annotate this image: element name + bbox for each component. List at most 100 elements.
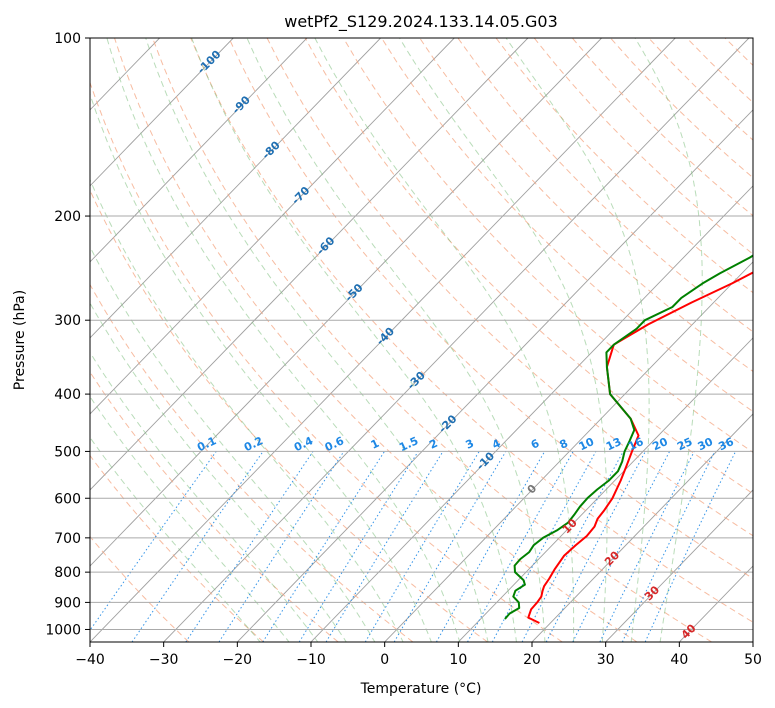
isotherm-line <box>531 413 753 642</box>
mixing-ratio-label: 30 <box>696 435 716 453</box>
mixing-ratio-label: 4 <box>490 437 503 452</box>
isotherm-line <box>237 109 753 642</box>
mixing-ratio-label: 6 <box>529 437 542 452</box>
mixing-ratio-line <box>491 451 597 642</box>
x-tick-label: 10 <box>449 652 467 668</box>
moist-adiabat <box>314 38 575 642</box>
mixing-ratio-line <box>185 451 314 642</box>
y-tick-label: 400 <box>54 387 81 403</box>
isotherm-line <box>0 38 12 642</box>
moist-adiabat <box>505 38 650 642</box>
isotherm-line <box>458 337 753 642</box>
plot-frame <box>89 37 754 643</box>
mixing-ratio-line <box>644 451 737 642</box>
y-tick-label: 300 <box>54 313 81 329</box>
x-tick-label: 40 <box>670 652 688 668</box>
y-tick-label: 900 <box>54 595 81 611</box>
mixing-ratio-label: 10 <box>577 435 597 453</box>
mixing-ratio-label: 36 <box>716 435 736 453</box>
dry-adiabat <box>571 38 753 217</box>
x-axis-title: Temperature (°C) <box>360 681 482 697</box>
isotherm-line <box>605 489 753 642</box>
mixing-ratio-line <box>90 451 217 632</box>
temperature-profile <box>527 271 753 624</box>
x-tick-label: −30 <box>149 652 179 668</box>
mixing-ratio-line <box>467 451 574 642</box>
y-tick-label: 700 <box>54 531 81 547</box>
moist-adiabat <box>106 38 461 642</box>
isotherm-line <box>90 38 529 491</box>
mixing-ratio-line <box>218 451 345 642</box>
dry-adiabat <box>648 38 753 141</box>
mixing-ratio-label: 13 <box>604 435 623 453</box>
dry-adiabat <box>266 38 753 537</box>
moist-adiabat <box>90 178 404 642</box>
dry-adiabat <box>90 189 488 642</box>
isotherm-line <box>163 38 750 642</box>
dry-adiabat <box>152 38 712 642</box>
dry-adiabat <box>190 38 753 623</box>
dry-adiabat <box>90 371 339 642</box>
isotherm-line <box>752 641 753 642</box>
mixing-ratio-label: 16 <box>626 435 646 453</box>
isotherm-line <box>310 185 753 642</box>
dry-adiabat <box>90 454 264 642</box>
dry-adiabat <box>114 38 638 642</box>
isotherm-line <box>90 38 308 263</box>
dry-adiabat <box>90 81 563 642</box>
moist-adiabat <box>191 38 518 642</box>
x-tick-label: −10 <box>296 652 326 668</box>
mixing-ratio-line <box>131 451 264 642</box>
dewpoint-profile <box>504 254 753 620</box>
y-tick-label: 500 <box>54 444 81 460</box>
y-tick-label: 800 <box>54 565 81 581</box>
mixing-ratio-line <box>364 451 480 642</box>
moist-adiabat <box>90 436 261 642</box>
moist-adiabat <box>246 38 546 642</box>
y-tick-label: 600 <box>54 491 81 507</box>
dry-adiabat <box>457 38 753 333</box>
isotherm-line <box>384 261 753 642</box>
mixing-ratio-label: 2 <box>427 437 439 452</box>
moist-adiabat <box>399 38 608 642</box>
moist-adiabat <box>145 38 489 642</box>
mixing-ratio-label: 25 <box>675 435 694 453</box>
moist-adiabat <box>90 245 376 642</box>
dry-adiabat <box>90 283 414 642</box>
isotherm-line <box>90 38 381 339</box>
y-axis-title: Pressure (hPa) <box>12 290 28 390</box>
dry-adiabat <box>724 38 753 66</box>
moist-adiabat <box>90 351 319 642</box>
isotherm-line <box>90 38 455 415</box>
x-tick-label: 20 <box>523 652 541 668</box>
mixing-ratio-line <box>572 451 671 642</box>
x-tick-label: 30 <box>597 652 615 668</box>
dry-adiabat <box>610 38 753 179</box>
moist-adiabat <box>90 395 290 642</box>
isotherm-line <box>90 38 602 567</box>
dry-adiabat <box>686 38 753 104</box>
dry-adiabat <box>90 535 190 642</box>
isotherm-line <box>90 38 234 187</box>
mixing-ratio-line <box>621 451 716 642</box>
mixing-ratio-label: 1 <box>369 437 381 452</box>
dry-adiabat <box>763 38 775 642</box>
y-tick-label: 100 <box>54 31 81 47</box>
mixing-ratio-label: 3 <box>464 437 476 452</box>
x-tick-label: 50 <box>744 652 762 668</box>
isotherm-line <box>90 38 676 642</box>
mixing-ratio-line <box>325 451 444 642</box>
mixing-ratio-line <box>545 451 646 642</box>
x-tick-label: −20 <box>223 652 253 668</box>
x-tick-label: −40 <box>75 652 105 668</box>
y-tick-label: 1000 <box>45 622 81 638</box>
dry-adiabat <box>495 38 753 294</box>
mixing-ratio-line <box>435 451 546 642</box>
moist-adiabat <box>90 302 347 642</box>
moist-adiabat <box>90 92 432 642</box>
mixing-ratio-line <box>599 451 695 642</box>
chart-title: wetPf2_S129.2024.133.14.05.G03 <box>284 12 558 32</box>
mixing-ratio-line <box>262 451 385 642</box>
